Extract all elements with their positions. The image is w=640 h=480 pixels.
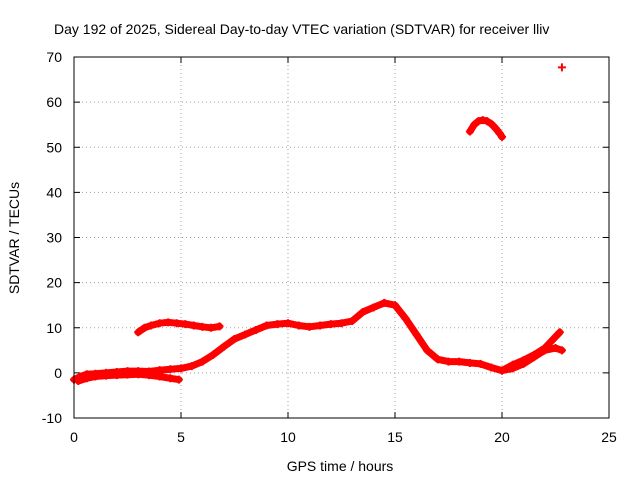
data-point: [433, 355, 442, 364]
tick-labels: 0 5 10 15 20 25 -10 0 10 20 30 40 50 60 70: [42, 49, 617, 445]
data-point: [251, 326, 260, 335]
data-point: [487, 363, 496, 372]
data-point: [444, 357, 453, 366]
data-point: [219, 342, 228, 351]
data-point: [91, 372, 100, 381]
data-point: [557, 63, 566, 72]
x-tick-label: 0: [70, 429, 78, 445]
series-main-track: [70, 298, 566, 384]
data-point: [465, 358, 474, 367]
data-point: [174, 375, 183, 384]
data-point: [551, 344, 560, 353]
chart-title: Day 192 of 2025, Sidereal Day-to-day VTE…: [54, 21, 549, 37]
data-point: [140, 323, 149, 332]
data-point: [198, 322, 207, 331]
data-point: [337, 319, 346, 328]
data-point: [74, 376, 83, 385]
data-point: [155, 319, 164, 328]
data-point: [123, 370, 132, 379]
series-lower-early-track: [74, 370, 183, 385]
y-tick-label: 20: [46, 275, 62, 291]
data-point: [391, 301, 399, 310]
y-tick-label: 60: [46, 94, 62, 110]
data-point: [557, 346, 566, 355]
data-point: [166, 374, 175, 383]
data-point: [483, 117, 492, 126]
data-point: [326, 320, 335, 329]
data-point: [284, 319, 292, 328]
data-point: [206, 323, 215, 332]
data-point: [305, 322, 314, 331]
x-tick-label: 25: [601, 429, 617, 445]
data-point: [491, 124, 500, 133]
data-point: [476, 359, 485, 368]
data-point: [215, 322, 224, 331]
data-point: [198, 357, 207, 366]
data-point: [134, 328, 143, 337]
data-point: [189, 321, 198, 330]
x-axis-label: GPS time / hours: [287, 458, 394, 474]
series-late-track: [498, 328, 564, 375]
data-point: [181, 320, 190, 329]
data-point: [112, 371, 121, 380]
data-point: [423, 346, 432, 355]
data-point: [172, 319, 181, 328]
data-point: [455, 357, 464, 366]
data-point: [230, 335, 239, 344]
x-tick-label: 15: [387, 429, 403, 445]
plot-area: [73, 56, 610, 419]
x-tick-label: 20: [494, 429, 510, 445]
x-tick-label: 5: [177, 429, 185, 445]
data-point: [401, 314, 410, 323]
y-tick-label: 70: [46, 49, 62, 65]
data-point: [498, 132, 506, 141]
data-point: [262, 321, 271, 330]
y-tick-label: 0: [54, 365, 62, 381]
data-point: [187, 362, 196, 371]
y-axis-label: SDTVAR / TECUs: [6, 182, 22, 294]
grid-lines: [74, 57, 609, 418]
data-point: [102, 371, 111, 380]
data-point: [348, 316, 357, 325]
y-tick-label: 50: [46, 139, 62, 155]
x-tick-label: 10: [280, 429, 296, 445]
data-point: [412, 330, 421, 339]
data-point: [555, 328, 564, 337]
data-point: [358, 307, 367, 316]
data-point: [380, 298, 389, 307]
data-point: [144, 371, 153, 380]
data-point: [508, 360, 517, 369]
y-tick-label: 10: [46, 320, 62, 336]
y-tick-label: 40: [46, 184, 62, 200]
data-point: [155, 372, 164, 381]
data-point: [530, 350, 539, 359]
data-point: [465, 127, 474, 136]
data-point: [369, 303, 378, 312]
data-point: [209, 350, 218, 359]
data-point: [294, 321, 303, 330]
series-high-arc: [465, 116, 506, 141]
data-point: [134, 370, 143, 379]
data-point: [487, 119, 496, 128]
y-tick-label: -10: [42, 410, 62, 426]
data-point: [540, 344, 549, 353]
data-point: [177, 364, 185, 373]
data-point: [241, 330, 250, 339]
data-point: [470, 120, 479, 129]
data-point: [519, 356, 528, 365]
series-upper-early-arc: [134, 318, 224, 337]
data-series: [70, 63, 566, 385]
data-point: [147, 321, 156, 330]
data-point: [273, 320, 282, 329]
data-point: [164, 318, 173, 327]
data-point: [82, 374, 91, 383]
data-point: [316, 321, 325, 330]
data-point: [498, 366, 506, 375]
y-tick-label: 30: [46, 230, 62, 246]
data-point: [166, 365, 175, 374]
series-isolated-point: [557, 63, 566, 72]
data-point: [549, 335, 558, 344]
